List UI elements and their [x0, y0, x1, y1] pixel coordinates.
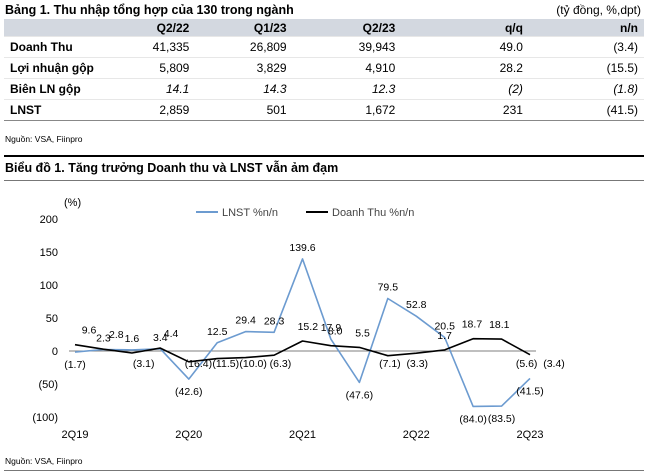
table-row: Lợi nhuận gộp 5,809 3,829 4,910 28.2 (15…: [4, 57, 644, 79]
header-cell: Q1/23: [195, 19, 293, 37]
revenue-data-label: (3.3): [406, 358, 428, 370]
table-title: Bảng 1. Thu nhập tổng hợp của 130 trong …: [5, 3, 294, 17]
table-cell: (2): [401, 78, 529, 100]
section-divider: [4, 155, 644, 157]
legend-entry: Doanh Thu %n/n: [332, 207, 414, 219]
lnst-data-label: (41.5): [516, 385, 543, 397]
table-cell: 28.2: [401, 57, 529, 79]
y-tick-label: 50: [46, 313, 58, 325]
revenue-data-label: (3.4): [543, 358, 565, 370]
table-cell: 14.3: [195, 78, 293, 100]
revenue-data-label: (16.4): [185, 358, 212, 370]
table-cell: 3,829: [195, 57, 293, 79]
y-axis-unit-label: (%): [64, 197, 81, 209]
table-cell: 2,859: [116, 99, 196, 121]
revenue-data-label: 1.7: [437, 330, 452, 342]
revenue-data-label: 9.6: [82, 325, 97, 337]
chart-title-divider: [4, 180, 644, 181]
chart-bottom-divider: [4, 470, 644, 471]
table-row: Biên LN gộp 14.1 14.3 12.3 (2) (1.8): [4, 78, 644, 100]
revenue-data-label: 18.1: [489, 319, 510, 331]
lnst-data-label: 17.9: [321, 322, 342, 334]
table-cell: 1,672: [292, 99, 402, 121]
lnst-data-label: 52.8: [406, 299, 427, 311]
header-cell: q/q: [401, 19, 529, 37]
lnst-data-label: 20.5: [434, 320, 455, 332]
lnst-data-label: (84.0): [459, 413, 486, 425]
revenue-data-label: 2.8: [109, 329, 124, 341]
legend-entry: LNST %n/n: [222, 207, 278, 219]
table-cell: 41,335: [116, 36, 196, 58]
x-tick-label: 2Q19: [62, 429, 89, 441]
table-cell: 231: [401, 99, 529, 121]
table-row: Doanh Thu 41,335 26,809 39,943 49.0 (3.4…: [4, 36, 644, 58]
x-tick-label: 2Q21: [289, 429, 316, 441]
lnst-data-label: (47.6): [346, 389, 373, 401]
x-tick-label: 2Q20: [175, 429, 202, 441]
revenue-data-label: (7.1): [379, 358, 401, 370]
table-cell: 49.0: [401, 36, 529, 58]
revenue-data-label: (3.1): [133, 358, 155, 370]
chart-title: Biểu đồ 1. Tăng trưởng Doanh thu và LNST…: [5, 161, 339, 175]
y-tick-label: (50): [38, 379, 58, 391]
table-cell: 4,910: [292, 57, 402, 79]
revenue-data-label: 18.7: [462, 319, 483, 331]
table-unit: (tỷ đồng, %,dpt): [556, 3, 641, 17]
revenue-data-label: (6.3): [270, 358, 292, 370]
lnst-data-label: 1.6: [125, 333, 140, 345]
table-cell: (1.8): [528, 78, 644, 100]
chart-source: Nguồn: VSA, Fiinpro: [5, 456, 83, 466]
revenue-data-label: (10.0): [239, 358, 266, 370]
row-label: Lợi nhuận gộp: [4, 57, 117, 79]
header-cell: [4, 19, 117, 37]
table-cell: (3.4): [528, 36, 644, 58]
revenue-series-line: [74, 337, 531, 363]
lnst-data-label: 139.6: [289, 242, 315, 254]
revenue-data-label: 5.5: [355, 327, 370, 339]
lnst-data-label: 28.3: [264, 315, 285, 327]
lnst-data-label: 29.4: [235, 315, 256, 327]
table-cell: (15.5): [528, 57, 644, 79]
lnst-data-label: (42.6): [175, 386, 202, 398]
lnst-data-label: 3.4: [153, 332, 168, 344]
y-tick-label: 200: [40, 214, 58, 226]
lnst-data-label: 12.5: [207, 326, 228, 338]
revenue-data-label: (11.5): [212, 358, 239, 370]
revenue-data-label: (5.6): [516, 358, 538, 370]
table-header-row: Q2/22 Q1/23 Q2/23 q/q n/n: [4, 19, 644, 37]
lnst-data-label: 79.5: [378, 282, 399, 294]
table-cell: 26,809: [195, 36, 293, 58]
table-cell: (41.5): [528, 99, 644, 121]
row-label: LNST: [4, 99, 117, 121]
header-cell: n/n: [528, 19, 644, 37]
x-tick-label: 2Q23: [517, 429, 544, 441]
y-tick-label: (100): [32, 412, 58, 424]
lnst-data-label: 2.3: [96, 332, 111, 344]
y-tick-label: 150: [40, 247, 58, 259]
table-cell: 14.1: [116, 78, 196, 100]
header-cell: Q2/22: [116, 19, 196, 37]
revenue-data-label: 15.2: [298, 321, 319, 333]
header-cell: Q2/23: [292, 19, 402, 37]
table-source: Nguồn: VSA, Fiinpro: [5, 134, 83, 144]
x-tick-label: 2Q22: [403, 429, 430, 441]
row-label: Biên LN gộp: [4, 78, 117, 100]
revenue-data-label: 8.0: [328, 326, 343, 338]
table-row: LNST 2,859 501 1,672 231 (41.5): [4, 99, 644, 121]
table-cell: 39,943: [292, 36, 402, 58]
table-cell: 12.3: [292, 78, 402, 100]
lnst-data-label: (83.5): [488, 413, 515, 425]
row-label: Doanh Thu: [4, 36, 117, 58]
table-cell: 501: [195, 99, 293, 121]
lnst-data-label: (1.7): [64, 359, 86, 371]
y-tick-label: 0: [52, 346, 58, 358]
table-cell: 5,809: [116, 57, 196, 79]
y-tick-label: 100: [40, 280, 58, 292]
income-table: Q2/22 Q1/23 Q2/23 q/q n/n Doanh Thu 41,3…: [4, 19, 644, 121]
revenue-data-label: 4.4: [164, 328, 179, 340]
